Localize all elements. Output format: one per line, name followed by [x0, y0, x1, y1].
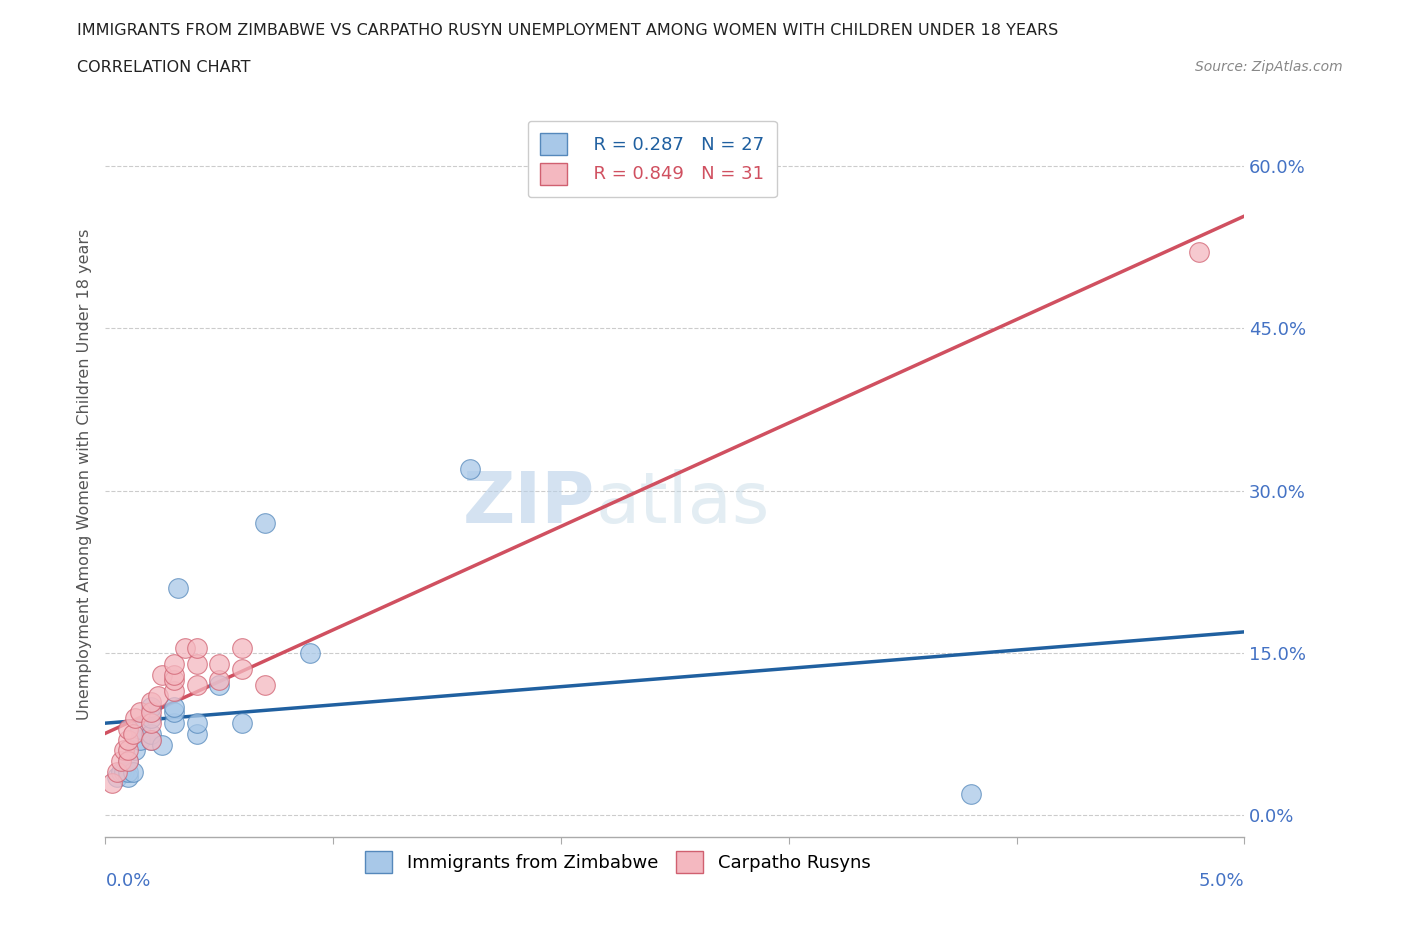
Point	[124, 743, 146, 758]
Point	[117, 764, 139, 779]
Text: Source: ZipAtlas.com: Source: ZipAtlas.com	[1195, 60, 1343, 74]
Point	[139, 699, 162, 714]
Point	[112, 743, 135, 758]
Point	[101, 776, 124, 790]
Point	[121, 726, 143, 741]
Point	[163, 657, 186, 671]
Point	[163, 672, 186, 687]
Point	[960, 786, 983, 801]
Point	[128, 705, 150, 720]
Text: 0.0%: 0.0%	[105, 871, 150, 890]
Point	[186, 678, 208, 693]
Point	[105, 764, 128, 779]
Point	[128, 732, 150, 747]
Point	[139, 694, 162, 709]
Point	[231, 716, 253, 731]
Point	[186, 640, 208, 655]
Point	[112, 764, 135, 779]
Point	[208, 678, 231, 693]
Point	[163, 684, 186, 698]
Point	[105, 770, 128, 785]
Point	[208, 672, 231, 687]
Point	[208, 657, 231, 671]
Point	[117, 754, 139, 769]
Point	[163, 699, 186, 714]
Point	[152, 667, 174, 682]
Point	[117, 770, 139, 785]
Y-axis label: Unemployment Among Women with Children Under 18 years: Unemployment Among Women with Children U…	[76, 229, 91, 720]
Point	[253, 678, 276, 693]
Point	[152, 737, 174, 752]
Point	[186, 657, 208, 671]
Point	[186, 726, 208, 741]
Text: CORRELATION CHART: CORRELATION CHART	[77, 60, 250, 75]
Point	[110, 764, 132, 779]
Text: ZIP: ZIP	[463, 469, 595, 538]
Point	[139, 732, 162, 747]
Legend: Immigrants from Zimbabwe, Carpatho Rusyns: Immigrants from Zimbabwe, Carpatho Rusyn…	[356, 843, 880, 883]
Text: atlas: atlas	[595, 469, 769, 538]
Point	[139, 726, 162, 741]
Point	[253, 515, 276, 530]
Point	[139, 732, 162, 747]
Point	[139, 705, 162, 720]
Text: IMMIGRANTS FROM ZIMBABWE VS CARPATHO RUSYN UNEMPLOYMENT AMONG WOMEN WITH CHILDRE: IMMIGRANTS FROM ZIMBABWE VS CARPATHO RUS…	[77, 23, 1059, 38]
Point	[1188, 245, 1211, 259]
Point	[231, 640, 253, 655]
Point	[146, 689, 169, 704]
Point	[124, 711, 146, 725]
Point	[458, 461, 481, 476]
Point	[163, 716, 186, 731]
Point	[117, 743, 139, 758]
Point	[121, 764, 143, 779]
Point	[174, 640, 197, 655]
Point	[139, 711, 162, 725]
Point	[163, 667, 186, 682]
Point	[139, 716, 162, 731]
Point	[186, 716, 208, 731]
Point	[110, 754, 132, 769]
Point	[231, 662, 253, 677]
Text: 5.0%: 5.0%	[1199, 871, 1244, 890]
Point	[117, 754, 139, 769]
Point	[167, 580, 190, 595]
Point	[117, 722, 139, 737]
Point	[128, 722, 150, 737]
Point	[117, 732, 139, 747]
Point	[163, 705, 186, 720]
Point	[299, 645, 322, 660]
